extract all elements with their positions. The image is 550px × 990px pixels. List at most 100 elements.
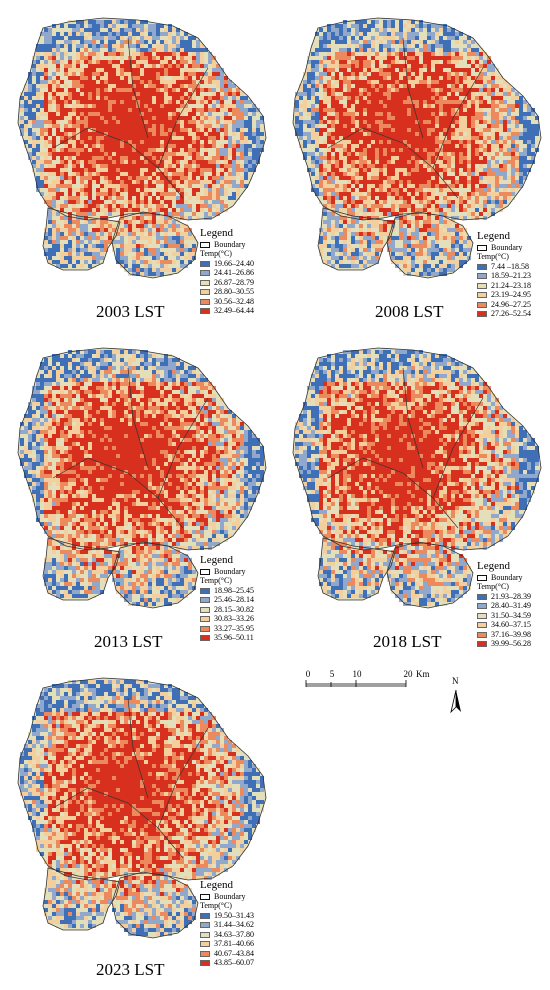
district-boundary bbox=[52, 127, 184, 199]
legend-class: 18.59–21.23 bbox=[477, 272, 531, 282]
legend-temp-label: Temp(°C) bbox=[200, 248, 232, 258]
legend-class: 32.49–64.44 bbox=[200, 307, 254, 317]
legend-2003: Legend Boundary Temp(°C) 19.66–24.40 24.41–2… bbox=[200, 228, 254, 316]
legend-class: 21.24–23.18 bbox=[477, 281, 531, 291]
district-boundary bbox=[402, 37, 424, 139]
legend-class: 33.27–35.95 bbox=[200, 624, 254, 634]
legend-class: 43.85–60.07 bbox=[200, 959, 254, 969]
legend-class: 18.98–25.45 bbox=[200, 586, 254, 596]
legend-class: 25.46–28.14 bbox=[200, 596, 254, 606]
legend-class: 30.56–32.48 bbox=[200, 297, 254, 307]
scale-tick-20: 20 bbox=[403, 669, 413, 679]
legend-class: 31.50–34.59 bbox=[477, 611, 531, 621]
district-boundary bbox=[52, 787, 184, 859]
map-title-2003: 2003 LST bbox=[96, 302, 165, 321]
legend-class: 30.83–33.26 bbox=[200, 615, 254, 625]
legend-class: 19.50–31.43 bbox=[200, 911, 254, 921]
legend-class: 37.81–40.66 bbox=[200, 940, 254, 950]
district-boundary bbox=[317, 207, 396, 271]
district-boundary bbox=[386, 541, 474, 609]
lst-map-2008 bbox=[292, 17, 542, 279]
district-boundary bbox=[157, 67, 209, 169]
legend-2018: Legend Boundary Temp(°C) 21.93–28.39 28.40–3… bbox=[477, 561, 531, 649]
legend-temp-label: Temp(°C) bbox=[477, 251, 509, 261]
scale-unit: Km bbox=[416, 669, 430, 679]
district-boundary bbox=[52, 457, 184, 529]
legend-class: 39.99–56.28 bbox=[477, 640, 531, 650]
legend-title: Legend bbox=[477, 230, 510, 242]
district-boundary bbox=[432, 67, 484, 169]
legend-2013: Legend Boundary Temp(°C) 18.98–25.45 25.46–2… bbox=[200, 555, 254, 643]
legend-boundary: Boundary bbox=[477, 243, 531, 253]
district-boundary bbox=[292, 17, 542, 221]
map-title-2008: 2008 LST bbox=[375, 302, 444, 321]
legend-class: 7.44 –18.58 bbox=[477, 262, 531, 272]
map-panel-2003: Legend Boundary Temp(°C) 19.66–24.40 24.41–2… bbox=[0, 0, 275, 330]
district-boundary bbox=[317, 537, 396, 601]
scale-tick-10: 10 bbox=[352, 669, 362, 679]
legend-class: 31.44–34.62 bbox=[200, 921, 254, 931]
district-boundary bbox=[327, 457, 459, 529]
lst-map-2013 bbox=[17, 347, 267, 609]
legend-class: 23.19–24.95 bbox=[477, 291, 531, 301]
district-boundary bbox=[42, 207, 121, 271]
lst-map-2023 bbox=[17, 677, 267, 939]
legend-class: 35.96–50.11 bbox=[200, 634, 254, 644]
legend-title: Legend bbox=[200, 554, 233, 566]
legend-boundary: Boundary bbox=[200, 567, 254, 577]
district-boundary bbox=[127, 697, 149, 799]
legend-2008: Legend Boundary Temp(°C) 7.44 –18.58 18.59–2… bbox=[477, 231, 531, 319]
legend-class: 34.60–37.15 bbox=[477, 621, 531, 631]
legend-class: 21.93–28.39 bbox=[477, 592, 531, 602]
district-boundary bbox=[327, 127, 459, 199]
legend-boundary: Boundary bbox=[477, 573, 531, 583]
legend-title: Legend bbox=[200, 227, 233, 239]
north-label: N bbox=[452, 676, 459, 686]
district-boundary bbox=[127, 367, 149, 469]
legend-temp-label: Temp(°C) bbox=[200, 575, 232, 585]
map-panel-2018: Legend Boundary Temp(°C) 21.93–28.39 28.40–3… bbox=[275, 330, 550, 660]
legend-class: 28.80–30.55 bbox=[200, 288, 254, 298]
legend-class: 27.26–52.54 bbox=[477, 310, 531, 320]
district-boundary bbox=[111, 541, 199, 609]
district-boundary bbox=[111, 211, 199, 279]
district-boundary bbox=[402, 367, 424, 469]
map-panel-2023: Legend Boundary Temp(°C) 19.50–31.43 31.44–3… bbox=[0, 660, 275, 990]
map-title-2023: 2023 LST bbox=[96, 960, 165, 979]
scale-tick-0: 0 bbox=[305, 669, 311, 679]
map-title-2018: 2018 LST bbox=[373, 632, 442, 651]
legend-class: 24.96–27.25 bbox=[477, 300, 531, 310]
district-boundary bbox=[111, 871, 199, 939]
district-boundary bbox=[386, 211, 474, 279]
legend-class: 19.66–24.40 bbox=[200, 259, 254, 269]
legend-class: 26.87–28.79 bbox=[200, 278, 254, 288]
legend-boundary: Boundary bbox=[200, 240, 254, 250]
district-boundary bbox=[292, 347, 542, 551]
district-boundary bbox=[17, 347, 267, 551]
lst-map-2003 bbox=[17, 17, 267, 279]
district-boundary bbox=[17, 17, 267, 221]
map-panel-2008: Legend Boundary Temp(°C) 7.44 –18.58 18.59–2… bbox=[275, 0, 550, 330]
district-boundary bbox=[432, 397, 484, 499]
scale-bar: 0 5 10 20 Km bbox=[302, 669, 492, 722]
legend-class: 37.16–39.98 bbox=[477, 630, 531, 640]
district-boundary bbox=[42, 537, 121, 601]
district-boundary bbox=[42, 867, 121, 931]
lst-map-2018 bbox=[292, 347, 542, 609]
legend-temp-label: Temp(°C) bbox=[200, 900, 232, 910]
map-panel-2013: Legend Boundary Temp(°C) 18.98–25.45 25.46–2… bbox=[0, 330, 275, 660]
legend-class: 28.40–31.49 bbox=[477, 602, 531, 612]
legend-title: Legend bbox=[477, 560, 510, 572]
legend-boundary: Boundary bbox=[200, 892, 254, 902]
district-boundary bbox=[157, 397, 209, 499]
district-boundary bbox=[17, 677, 267, 881]
legend-class: 24.41–26.86 bbox=[200, 269, 254, 279]
legend-temp-label: Temp(°C) bbox=[477, 581, 509, 591]
legend-class: 40.67–43.84 bbox=[200, 949, 254, 959]
district-boundary bbox=[157, 727, 209, 829]
legend-class: 28.15–30.82 bbox=[200, 605, 254, 615]
map-title-2013: 2013 LST bbox=[94, 632, 163, 651]
legend-class: 34.63–37.80 bbox=[200, 930, 254, 940]
north-arrow-icon: N bbox=[446, 676, 466, 718]
district-boundary bbox=[127, 37, 149, 139]
